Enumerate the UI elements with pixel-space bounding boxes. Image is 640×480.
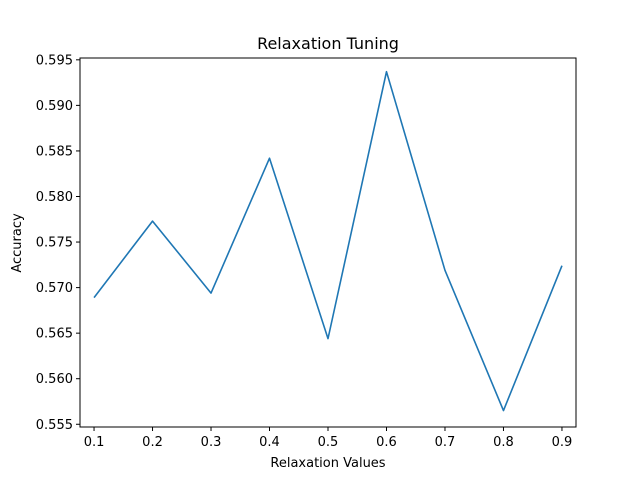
y-tick-label-0.575: 0.575 <box>36 236 73 251</box>
x-tick-label-0.5: 0.5 <box>318 435 339 450</box>
y-tick-label-0.565: 0.565 <box>36 327 73 342</box>
x-tick-label-0.2: 0.2 <box>142 435 163 450</box>
y-tick-label-0.555: 0.555 <box>36 418 73 433</box>
x-tick-label-0.6: 0.6 <box>376 435 397 450</box>
x-tick-label-0.3: 0.3 <box>201 435 222 450</box>
plot-area: 0.1 0.2 0.3 0.4 0.5 0.6 0.7 0.8 0.9 0.555 0.560 0.5… <box>36 53 577 450</box>
x-tick-label-0.8: 0.8 <box>493 435 514 450</box>
x-axis-label: Relaxation Values <box>270 456 385 471</box>
y-tick-label-0.560: 0.560 <box>36 372 73 387</box>
y-tick-label-0.570: 0.570 <box>36 281 73 296</box>
y-axis-label: Accuracy <box>10 213 25 273</box>
x-tick-label-0.1: 0.1 <box>84 435 105 450</box>
y-tick-label-0.595: 0.595 <box>36 53 73 68</box>
x-tick-label-0.9: 0.9 <box>552 435 573 450</box>
x-tick-label-0.7: 0.7 <box>435 435 456 450</box>
y-tick-label-0.580: 0.580 <box>36 190 73 205</box>
chart-title: Relaxation Tuning <box>257 34 399 53</box>
plot-frame <box>79 57 577 428</box>
y-tick-label-0.585: 0.585 <box>36 144 73 159</box>
series-line-0 <box>93 70 563 412</box>
y-tick-label-0.590: 0.590 <box>36 99 73 114</box>
x-tick-label-0.4: 0.4 <box>259 435 280 450</box>
